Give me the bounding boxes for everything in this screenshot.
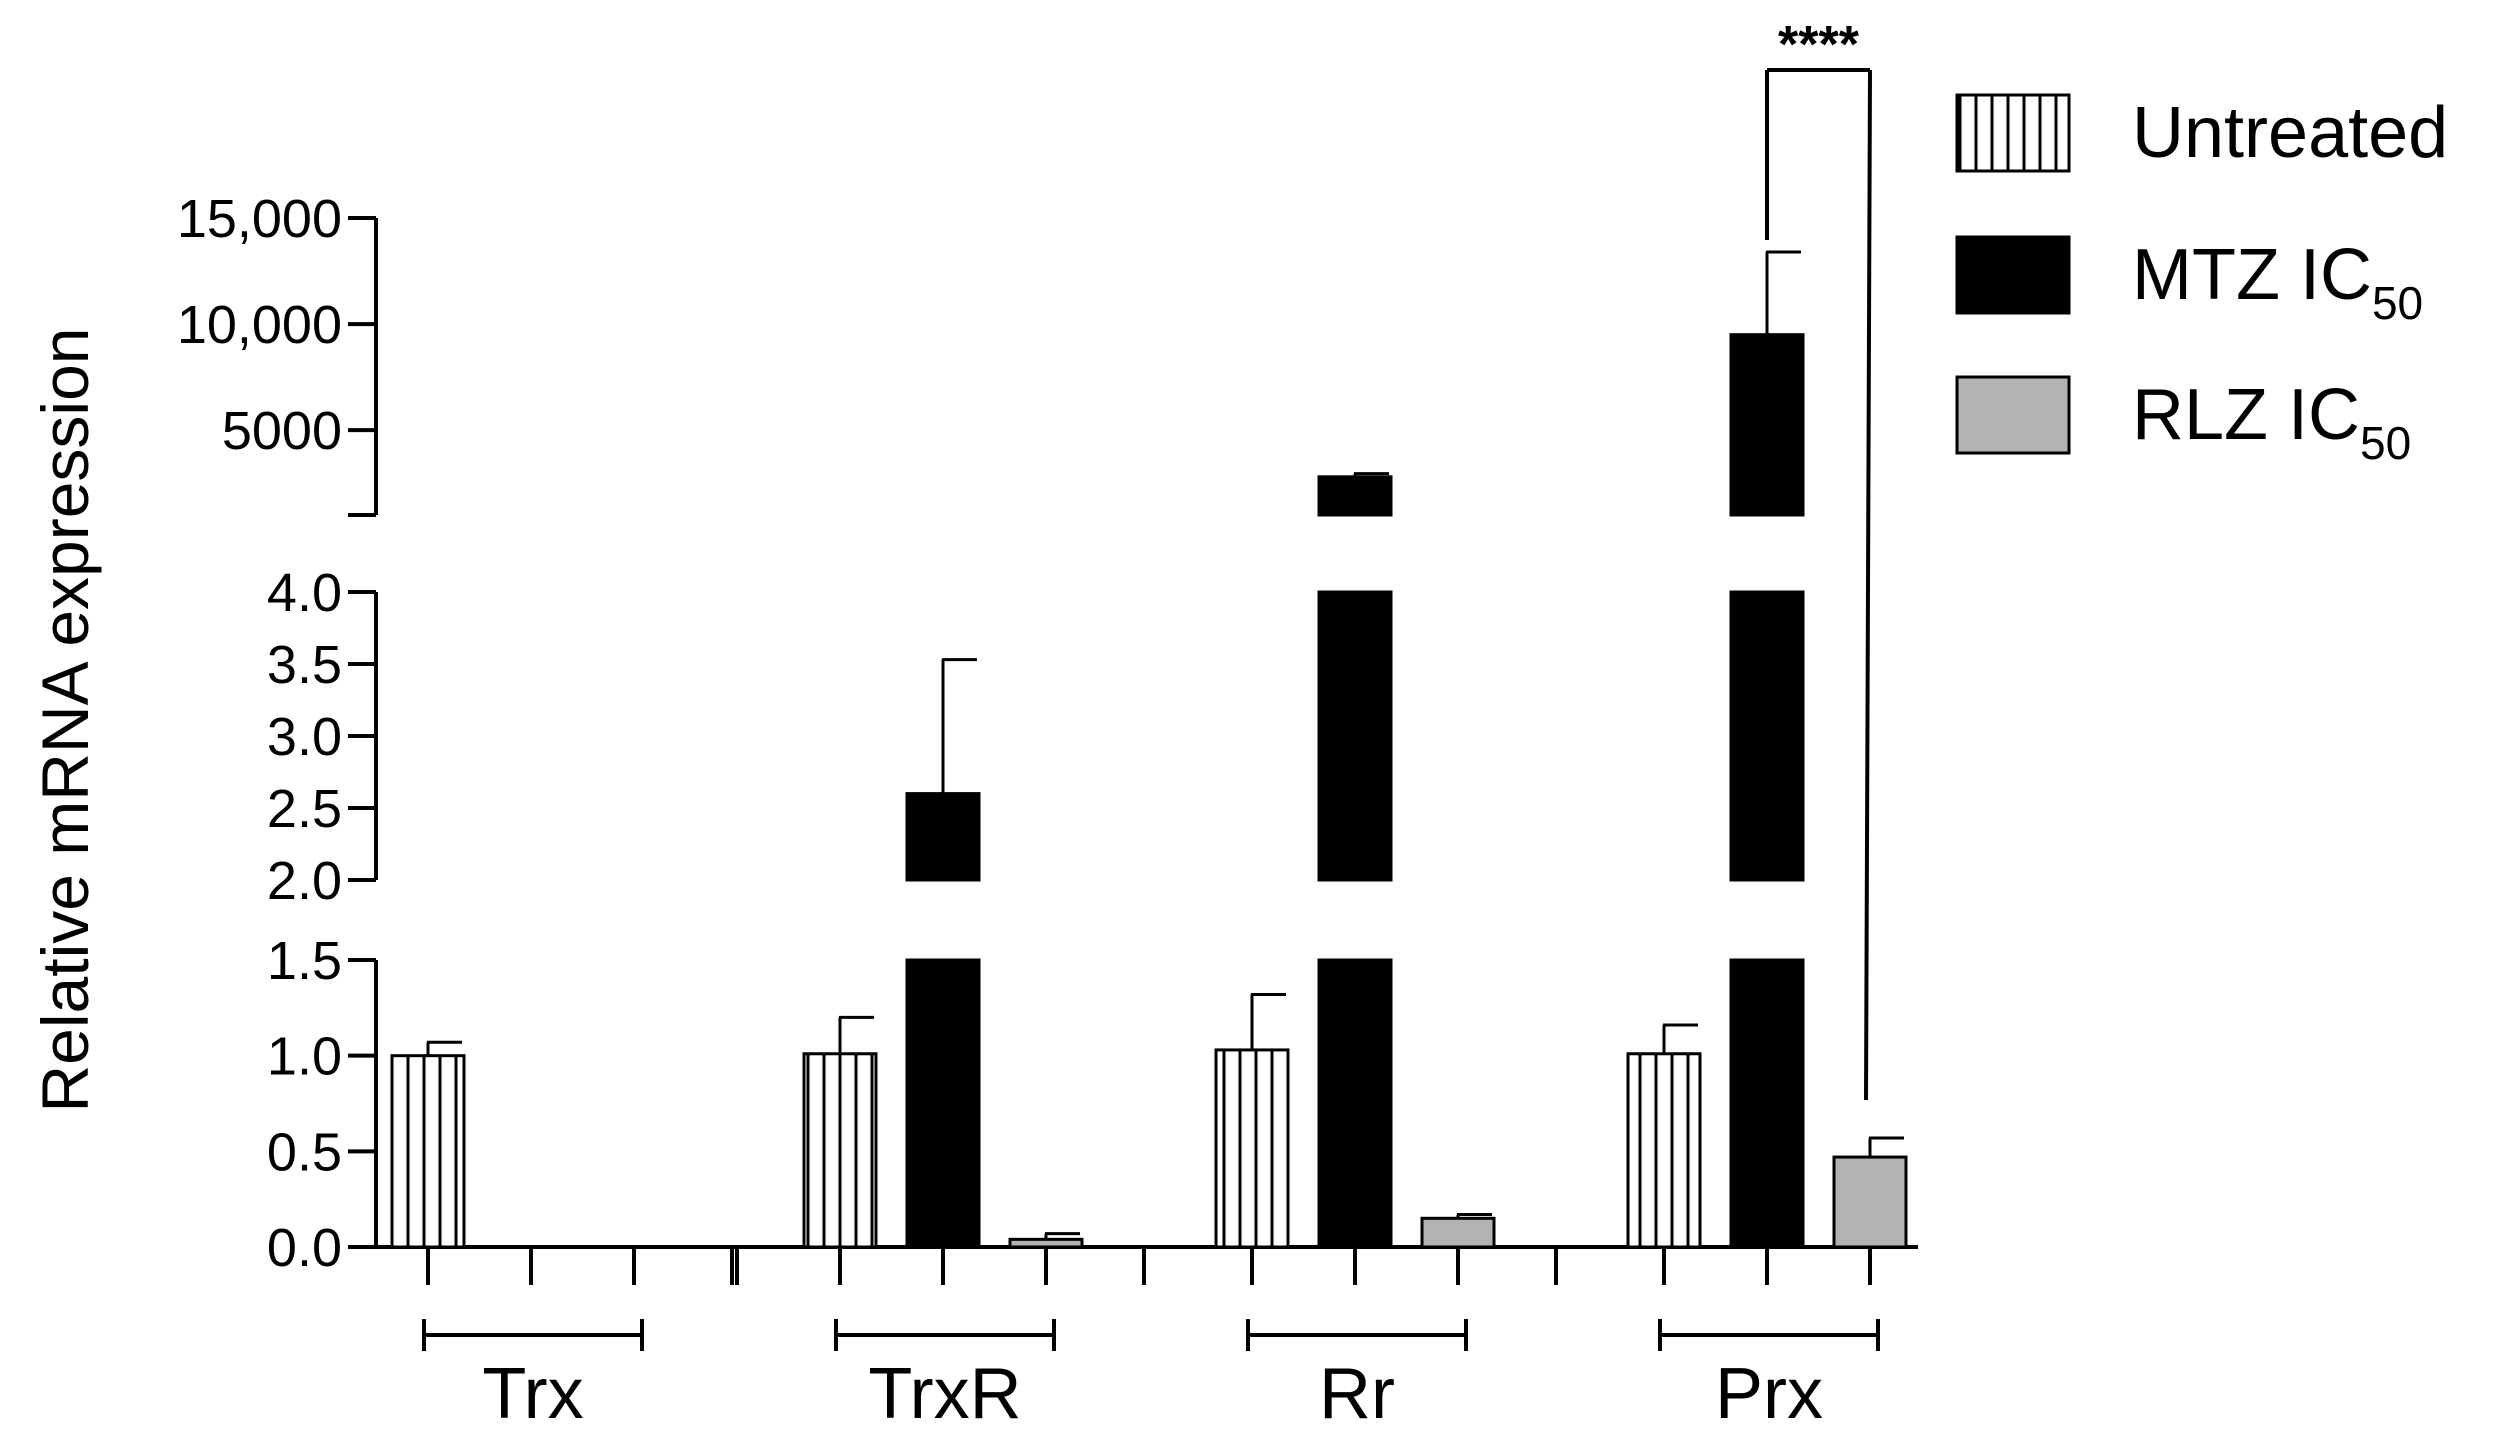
axes: 0.0 0.5 1.0 1.5 2.0 2.5 3.0 3.5 4.0 5000 10,000 15,…	[177, 189, 1918, 1434]
bar	[1729, 333, 1805, 517]
y-tick-label: 1.5	[267, 931, 342, 991]
bar	[905, 958, 981, 1249]
y-tick-label: 0.0	[267, 1218, 342, 1278]
annotations: ****	[1765, 16, 1872, 1101]
y-tick-label: 0.5	[267, 1122, 342, 1182]
bar	[390, 1054, 466, 1249]
y-tick-label: 4.0	[267, 563, 342, 623]
bar	[1214, 1048, 1290, 1249]
legend-label: MTZ IC50	[2132, 235, 2423, 329]
y-tick-label: 15,000	[177, 189, 342, 249]
significance-bracket	[1864, 69, 1872, 1101]
y-tick-label: 1.0	[267, 1027, 342, 1087]
y-tick-label: 3.5	[267, 635, 342, 695]
legend-label: RLZ IC50	[2132, 375, 2411, 469]
bar	[1317, 475, 1393, 517]
y-tick-label: 10,000	[177, 295, 342, 355]
y-tick-label: 3.0	[267, 707, 342, 767]
y-tick-label: 2.5	[267, 779, 342, 839]
y-tick-label: 2.0	[267, 851, 342, 911]
x-category-label: Rr	[1319, 1354, 1395, 1434]
bar	[1420, 1216, 1496, 1249]
bar	[1832, 1155, 1908, 1249]
x-category-label: Prx	[1715, 1354, 1823, 1434]
y-axis-label: Relative mRNA expression	[28, 328, 102, 1113]
bar	[1317, 958, 1393, 1249]
bar	[1626, 1052, 1702, 1249]
significance-label: ****	[1778, 16, 1860, 74]
bars	[390, 250, 1908, 1249]
bar	[1729, 590, 1805, 882]
legend: Untreated MTZ IC50 RLZ IC50	[1955, 93, 2448, 469]
legend-swatch	[1955, 93, 2071, 173]
bar	[905, 792, 981, 882]
y-tick-label: 5000	[222, 401, 342, 461]
legend-label: Untreated	[2132, 93, 2448, 173]
bar	[1317, 590, 1393, 882]
bar	[1729, 958, 1805, 1249]
legend-swatch	[1955, 235, 2071, 315]
x-category-label: Trx	[482, 1354, 583, 1434]
bar	[802, 1052, 878, 1249]
legend-swatch	[1955, 375, 2071, 455]
bar	[1008, 1237, 1084, 1249]
x-category-label: TrxR	[868, 1354, 1021, 1434]
